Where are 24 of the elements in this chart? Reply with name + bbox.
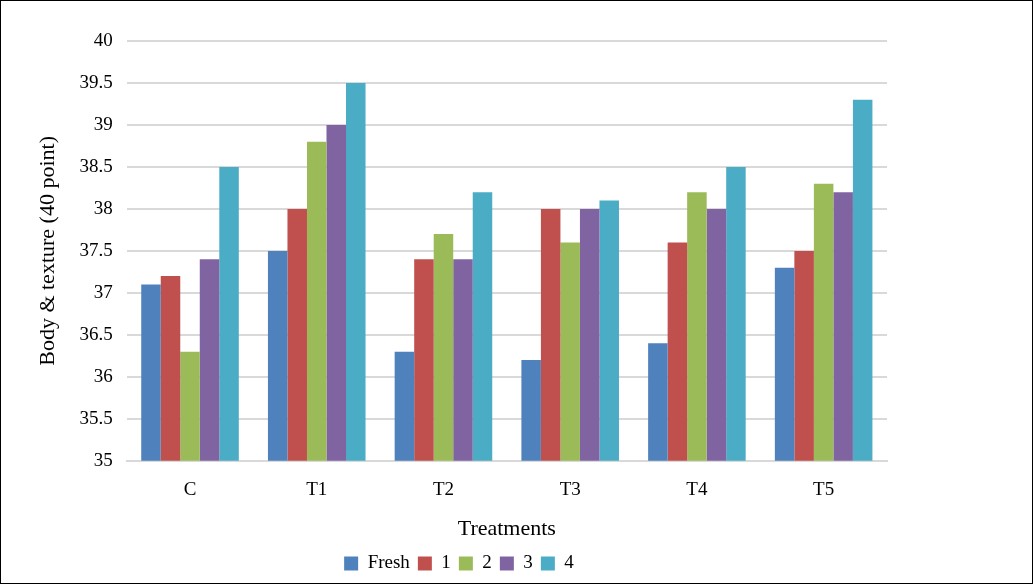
y-axis-title: Body & texture (40 point)	[33, 136, 59, 366]
x-tick-label: T3	[559, 478, 581, 500]
legend-label: 1	[441, 551, 451, 573]
y-tick-label: 39	[93, 112, 113, 134]
y-tick-label: 38.5	[79, 154, 113, 176]
x-tick-label: T1	[306, 478, 328, 500]
x-tick-label: T2	[432, 478, 455, 500]
legend-label: 4	[564, 551, 575, 573]
y-tick-label: 36.5	[79, 322, 113, 344]
legend-label: 2	[482, 551, 492, 573]
x-tick-label: C	[183, 478, 197, 500]
x-tick-label: T5	[813, 478, 835, 500]
x-tick-label: T4	[686, 478, 708, 500]
y-tick-label: 39.5	[79, 70, 113, 92]
y-tick-label: 35	[93, 448, 113, 470]
legend-label: Fresh	[367, 551, 411, 573]
y-tick-label: 37.5	[79, 238, 113, 260]
y-tick-label: 40	[93, 28, 113, 50]
legend-label: 3	[523, 551, 533, 573]
y-tick-label: 37	[93, 280, 113, 302]
y-tick-label: 38	[93, 196, 113, 218]
y-tick-label: 36	[93, 364, 113, 386]
x-axis-title: Treatments	[457, 514, 556, 540]
y-tick-label: 35.5	[79, 406, 113, 428]
